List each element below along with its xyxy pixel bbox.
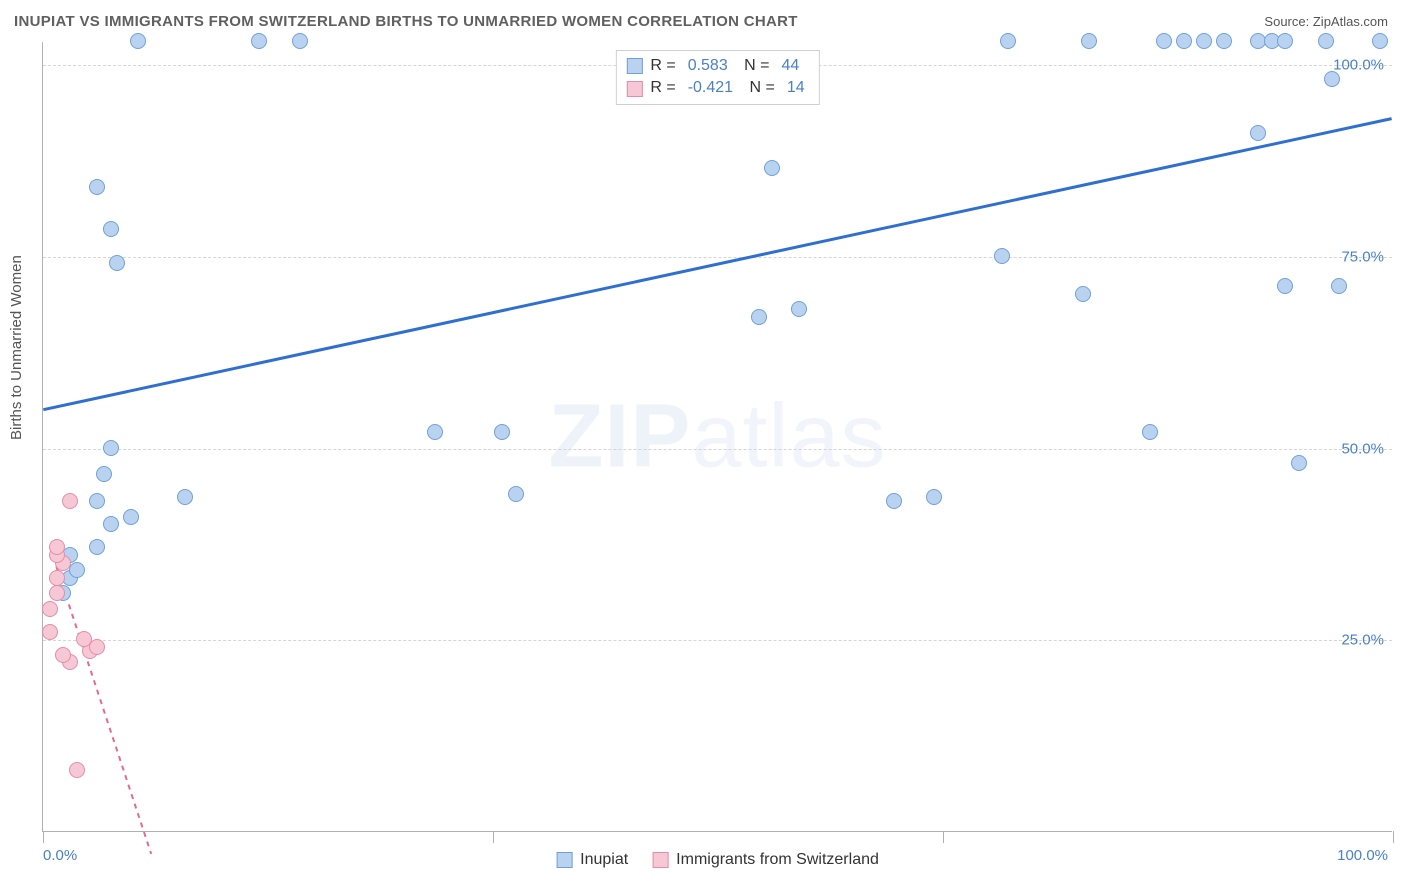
data-point: [89, 493, 105, 509]
data-point: [508, 486, 524, 502]
data-point: [1250, 125, 1266, 141]
data-point: [1291, 455, 1307, 471]
data-point: [1331, 278, 1347, 294]
data-point: [1372, 33, 1388, 49]
data-point: [1277, 278, 1293, 294]
data-point: [76, 631, 92, 647]
x-tick: [1393, 831, 1394, 843]
legend-row: R =0.583 N =44: [626, 55, 808, 77]
data-point: [55, 647, 71, 663]
regression-lines: [43, 42, 1392, 831]
data-point: [103, 516, 119, 532]
chart-header: INUPIAT VS IMMIGRANTS FROM SWITZERLAND B…: [0, 0, 1406, 42]
data-point: [96, 466, 112, 482]
chart-title: INUPIAT VS IMMIGRANTS FROM SWITZERLAND B…: [14, 13, 798, 30]
y-axis-label: Births to Unmarried Women: [8, 255, 25, 440]
data-point: [886, 493, 902, 509]
legend-label: Immigrants from Switzerland: [676, 851, 879, 869]
source-link[interactable]: ZipAtlas.com: [1313, 14, 1388, 29]
data-point: [89, 639, 105, 655]
regression-line: [43, 119, 1391, 410]
legend-swatch: [626, 58, 642, 74]
legend-swatch: [556, 852, 572, 868]
data-point: [69, 562, 85, 578]
legend-item: Inupiat: [556, 851, 628, 869]
n-value: 44: [782, 55, 800, 77]
legend-label: Inupiat: [580, 851, 628, 869]
data-point: [49, 539, 65, 555]
legend-swatch: [652, 852, 668, 868]
data-point: [1277, 33, 1293, 49]
r-value: -0.421: [688, 77, 733, 99]
data-point: [251, 33, 267, 49]
data-point: [1196, 33, 1212, 49]
source-attribution: Source: ZipAtlas.com: [1264, 14, 1388, 29]
legend-row: R =-0.421 N =14: [626, 77, 808, 99]
data-point: [1156, 33, 1172, 49]
data-point: [1176, 33, 1192, 49]
data-point: [994, 248, 1010, 264]
data-point: [49, 570, 65, 586]
legend-swatch: [626, 81, 642, 97]
x-tick-label: 100.0%: [1337, 847, 1388, 864]
data-point: [791, 301, 807, 317]
data-point: [103, 440, 119, 456]
plot-area: ZIPatlas 25.0%50.0%75.0%100.0% R =0.583 …: [42, 42, 1392, 832]
data-point: [1216, 33, 1232, 49]
data-point: [427, 424, 443, 440]
series-legend: Inupiat Immigrants from Switzerland: [556, 851, 879, 869]
x-tick: [493, 831, 494, 843]
r-value: 0.583: [688, 55, 728, 77]
data-point: [89, 179, 105, 195]
data-point: [292, 33, 308, 49]
data-point: [751, 309, 767, 325]
data-point: [1075, 286, 1091, 302]
data-point: [69, 762, 85, 778]
data-point: [123, 509, 139, 525]
data-point: [130, 33, 146, 49]
x-tick-label: 0.0%: [43, 847, 77, 864]
legend-item: Immigrants from Switzerland: [652, 851, 879, 869]
data-point: [764, 160, 780, 176]
data-point: [177, 489, 193, 505]
data-point: [1081, 33, 1097, 49]
data-point: [109, 255, 125, 271]
data-point: [42, 601, 58, 617]
data-point: [1142, 424, 1158, 440]
correlation-legend: R =0.583 N =44R =-0.421 N =14: [615, 50, 819, 105]
data-point: [89, 539, 105, 555]
data-point: [1324, 71, 1340, 87]
x-tick: [43, 831, 44, 843]
data-point: [42, 624, 58, 640]
data-point: [103, 221, 119, 237]
x-tick: [943, 831, 944, 843]
data-point: [49, 585, 65, 601]
data-point: [494, 424, 510, 440]
data-point: [926, 489, 942, 505]
data-point: [62, 493, 78, 509]
n-value: 14: [787, 77, 805, 99]
data-point: [1000, 33, 1016, 49]
data-point: [1318, 33, 1334, 49]
